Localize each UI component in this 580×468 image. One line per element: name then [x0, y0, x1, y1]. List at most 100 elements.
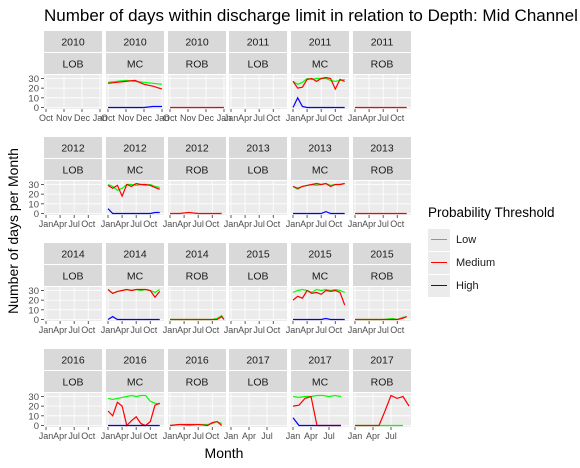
facet-strip-year-label: 2011 — [371, 37, 394, 49]
legend-label-low: Low — [456, 233, 477, 246]
x-tick-label: Jan — [163, 325, 178, 335]
facet-strip-year-label: 2014 — [61, 249, 85, 261]
facet-strip-site — [168, 159, 226, 180]
panel-background — [353, 393, 411, 427]
facet-strip-site-label: ROB — [186, 271, 209, 283]
facet-strip-year-label: 2012 — [185, 143, 209, 155]
series-line-medium — [292, 76, 345, 91]
x-tick-label: Jul — [68, 431, 80, 441]
x-tick-label: Jul — [377, 219, 389, 229]
facet-strip-site-label: MC — [127, 59, 144, 71]
facet-strip-year — [353, 349, 411, 370]
x-tick-label: Jan — [39, 431, 54, 441]
x-tick-label: Apr — [300, 325, 314, 335]
facet-strip-site — [229, 159, 287, 180]
facet-strip-year — [168, 349, 226, 370]
facet-strip-site-label: ROB — [371, 377, 394, 389]
x-tick-label: Jan — [217, 113, 232, 123]
facet-strip-year-label: 2013 — [246, 143, 270, 155]
x-tick-label: Apr — [238, 325, 252, 335]
x-tick-label: Jan — [101, 325, 116, 335]
facet-strip-year-label: 2013 — [308, 143, 332, 155]
facet-strip-site — [44, 371, 102, 392]
x-axis-label: Month — [205, 445, 244, 461]
x-tick-label: Jul — [68, 219, 80, 229]
facet-strip-year-label: 2014 — [185, 249, 209, 261]
x-tick-label: Oct — [328, 219, 343, 229]
x-tick-label: Oct — [390, 113, 405, 123]
facet-strip-site-label: ROB — [186, 59, 209, 71]
series-line-medium — [107, 401, 160, 427]
legend-item-medium: Medium — [428, 251, 578, 274]
legend-label-medium: Medium — [456, 256, 496, 269]
x-tick-label: Jan — [286, 431, 301, 441]
facet-strip-site-label: MC — [312, 271, 329, 283]
facet-strip-site-label: LOB — [62, 59, 83, 71]
panel-background — [168, 181, 226, 215]
x-tick-label: Jul — [130, 219, 142, 229]
x-tick-label: Oct — [266, 219, 281, 229]
panel-background — [44, 75, 102, 109]
x-tick-label: Dec — [198, 113, 215, 123]
x-tick-label: Oct — [81, 325, 96, 335]
facet-strip-year — [44, 31, 102, 52]
facet-strip-year — [106, 243, 164, 264]
facet-strip-year — [106, 137, 164, 158]
facet-strip-year — [353, 137, 411, 158]
x-tick-label: Apr — [300, 219, 314, 229]
facet-strip-year — [291, 137, 349, 158]
facet-strip-year-label: 2015 — [370, 249, 394, 261]
x-tick-label: Jul — [192, 219, 204, 229]
x-tick-label: Apr — [177, 325, 191, 335]
series-line-low — [292, 394, 342, 399]
facet-strip-year — [168, 31, 226, 52]
y-tick-label: 30 — [28, 392, 39, 403]
legend-title: Probability Threshold — [428, 205, 555, 220]
series-line-medium — [292, 182, 345, 189]
series-line-high — [292, 96, 345, 109]
panel-background — [229, 393, 287, 427]
x-tick-label: Oct — [390, 325, 405, 335]
x-tick-label: Oct — [163, 113, 178, 123]
x-tick-label: Apr — [362, 325, 376, 335]
series-line-medium — [107, 288, 161, 299]
y-tick-label: 10 — [28, 411, 39, 422]
facet-strip-site — [291, 265, 349, 286]
facet-strip-year-label: 2014 — [123, 249, 147, 261]
x-tick-label: Apr — [177, 219, 191, 229]
facet-strip-year — [106, 31, 164, 52]
x-tick-label: Dec — [74, 113, 91, 123]
x-tick-label: Jan — [348, 431, 363, 441]
facet-strip-year — [106, 349, 164, 370]
facet-strip-site-label: ROB — [371, 165, 394, 177]
facet-strip-year — [229, 349, 287, 370]
x-tick-label: Dec — [136, 113, 153, 123]
x-tick-label: Jul — [68, 325, 80, 335]
x-tick-label: Jan — [163, 219, 178, 229]
facet-strip-year-label: 2016 — [123, 355, 147, 367]
facet-strip-site — [106, 159, 164, 180]
y-tick-label: 10 — [28, 305, 39, 316]
series-line-high — [107, 208, 160, 215]
facet-strip-site-label: ROB — [186, 165, 209, 177]
y-tick-label: 0 — [34, 421, 39, 432]
facet-strip-site-label: MC — [312, 377, 329, 389]
panel-background — [229, 287, 287, 321]
x-tick-label: Oct — [390, 219, 405, 229]
y-tick-label: 0 — [34, 103, 39, 114]
x-tick-label: Jul — [192, 325, 204, 335]
facet-strip-site — [106, 53, 164, 74]
panel-background — [44, 287, 102, 321]
x-tick-label: Jan — [101, 431, 116, 441]
x-tick-label: Jul — [377, 113, 389, 123]
legend-key-low — [428, 228, 450, 251]
facet-strip-year — [229, 31, 287, 52]
legend-item-low: Low — [428, 228, 578, 251]
series-line-medium — [170, 211, 222, 215]
x-tick-label: Jan — [224, 219, 239, 229]
facet-strip-site-label: ROB — [186, 377, 209, 389]
series-line-low — [107, 394, 160, 405]
y-tick-label: 20 — [28, 190, 39, 201]
facet-strip-year-label: 2017 — [370, 355, 394, 367]
